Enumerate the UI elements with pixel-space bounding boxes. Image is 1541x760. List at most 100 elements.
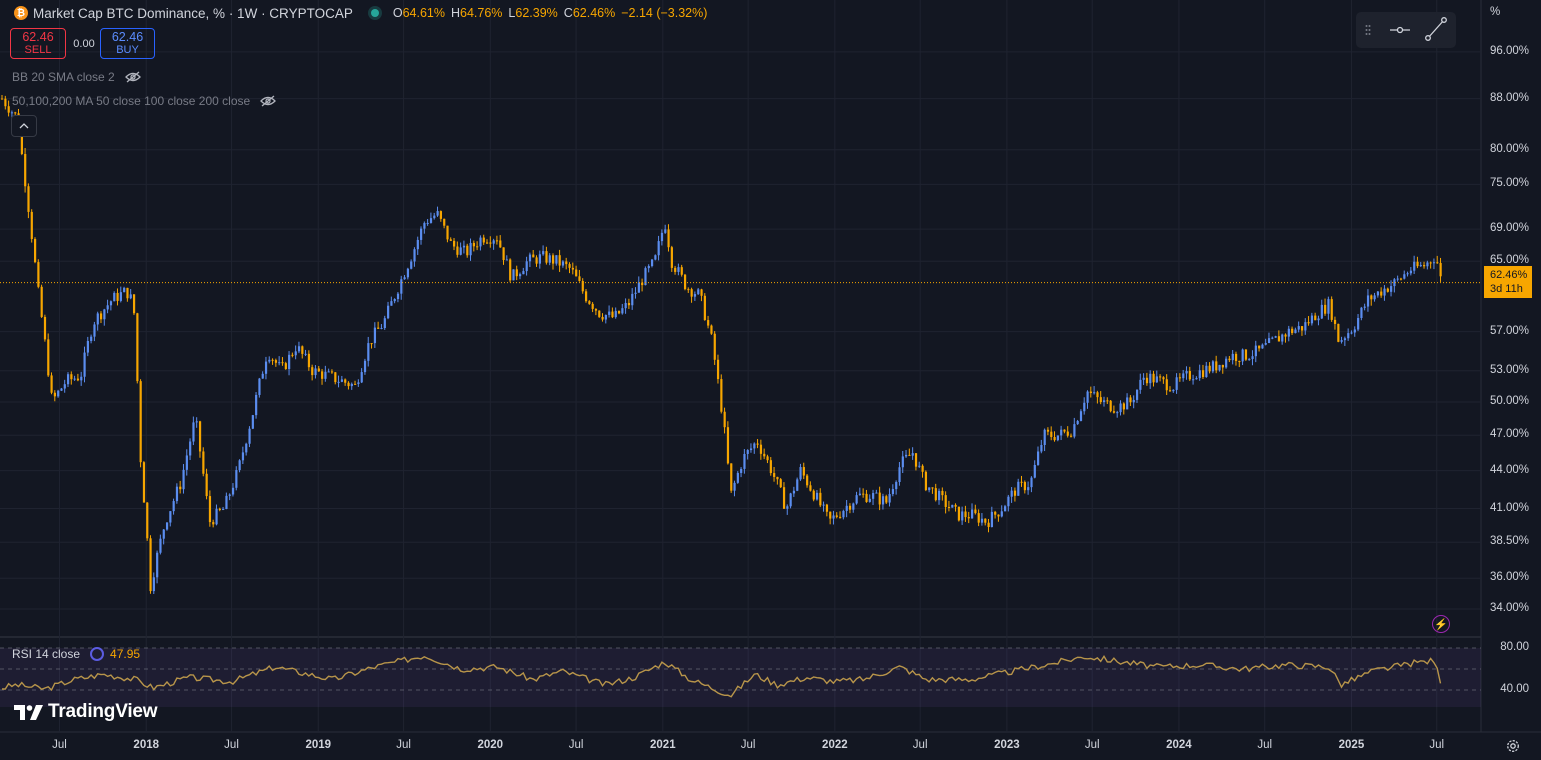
candle-body — [852, 503, 855, 510]
buy-button[interactable]: 62.46 BUY — [100, 28, 155, 59]
symbol-legend[interactable]: ₿ Market Cap BTC Dominance, % · 1W · CRY… — [14, 4, 713, 22]
tradingview-logo[interactable]: TradingView — [14, 701, 158, 723]
candle-body — [43, 316, 47, 340]
candle-body — [472, 242, 476, 247]
tradingview-logo-icon — [14, 705, 43, 720]
ma-indicator-legend[interactable]: 50,100,200 MA 50 close 100 close 200 clo… — [12, 94, 277, 108]
candle-body — [588, 301, 591, 304]
candle-body — [650, 259, 654, 267]
candle-body — [139, 381, 142, 463]
candle-body — [776, 476, 779, 480]
candle-body — [1264, 343, 1267, 345]
eye-off-icon[interactable] — [124, 71, 141, 83]
candle-body — [1010, 490, 1013, 497]
candle-body — [756, 443, 759, 445]
candle-body — [621, 308, 624, 314]
drag-handle-icon[interactable] — [1365, 24, 1371, 36]
price-label: 69.00% — [1489, 222, 1529, 235]
price-label: 96.00% — [1489, 44, 1529, 57]
candle-body — [274, 360, 278, 363]
candle-body — [119, 292, 122, 301]
candle-body — [865, 493, 868, 502]
ohlc-key-o: O — [392, 6, 403, 20]
candle-body — [354, 383, 357, 385]
candle-body — [746, 450, 749, 454]
candle-body — [489, 242, 492, 244]
sell-button[interactable]: 62.46 SELL — [10, 28, 66, 59]
candle-body — [934, 488, 937, 501]
rsi-label: RSI 14 close — [12, 647, 81, 661]
candle-body — [383, 318, 386, 328]
price-axis-unit[interactable]: % — [1490, 6, 1501, 18]
lightning-icon[interactable]: ⚡ — [1432, 615, 1450, 633]
candle-body — [1053, 437, 1056, 441]
candle-body — [1429, 262, 1432, 264]
bb-indicator-legend[interactable]: BB 20 SMA close 2 — [12, 70, 141, 84]
candle-body — [258, 378, 261, 395]
candle-body — [1314, 315, 1317, 321]
trend-line-icon[interactable] — [1424, 16, 1448, 42]
candle-body — [710, 325, 713, 334]
horizontal-ray-icon[interactable] — [1388, 22, 1412, 38]
candle-body — [93, 324, 96, 337]
candle-body — [1069, 435, 1073, 437]
rsi-legend[interactable]: RSI 14 close 47.95 — [12, 647, 140, 661]
chevron-up-icon — [19, 123, 29, 129]
candle-body — [835, 515, 838, 517]
candle-body — [215, 508, 218, 525]
candle-body — [96, 313, 99, 325]
candle-body — [1076, 420, 1079, 425]
candle-body — [459, 247, 462, 255]
gear-icon[interactable] — [1506, 739, 1520, 753]
candle-body — [373, 327, 377, 344]
candle-body — [878, 492, 881, 505]
candle-body — [842, 510, 845, 518]
candle-body — [1291, 328, 1294, 334]
candle-body — [1396, 278, 1399, 280]
candle-body — [165, 522, 169, 530]
candle-body — [1376, 291, 1380, 296]
candle-body — [238, 460, 241, 471]
candle-body — [1284, 334, 1287, 337]
rsi-settings-icon[interactable] — [90, 647, 105, 661]
ohlc-value-h: 64.76% — [460, 6, 503, 20]
candle-body — [779, 479, 782, 488]
time-label: Jul — [568, 739, 584, 751]
candle-body — [532, 254, 535, 258]
candle-body — [743, 453, 746, 469]
candle-body — [683, 274, 687, 290]
candle-body — [1297, 326, 1300, 330]
candle-body — [1168, 390, 1172, 392]
rsi-pane — [0, 647, 1481, 707]
candle-body — [109, 301, 113, 306]
ohlc-values: O64.61% H64.76% L62.39% C62.46% −2.14 (−3.32… — [393, 6, 714, 20]
candle-body — [1188, 371, 1191, 380]
price-label: 65.00% — [1489, 254, 1529, 267]
candle-body — [334, 372, 337, 383]
candle-body — [53, 392, 56, 397]
candle-body — [627, 302, 631, 306]
candle-body — [594, 308, 598, 311]
candle-body — [911, 453, 914, 456]
candle-body — [99, 313, 103, 320]
candle-body — [845, 505, 848, 511]
candle-body — [1231, 353, 1234, 361]
candle-body — [1099, 397, 1102, 403]
candle-body — [1132, 399, 1135, 403]
candle-body — [726, 427, 730, 464]
candle-body — [647, 266, 650, 269]
candle-body — [921, 465, 924, 472]
candle-body — [241, 452, 245, 461]
candle-body — [1172, 389, 1175, 392]
candle-body — [598, 310, 601, 317]
candle-body — [1165, 379, 1168, 391]
candle-body — [1330, 299, 1333, 320]
candle-body — [327, 371, 330, 373]
price-label: 57.00% — [1489, 324, 1529, 337]
time-label: 2024 — [1166, 739, 1192, 751]
collapse-legend-button[interactable] — [11, 115, 37, 137]
eye-off-icon[interactable] — [260, 95, 277, 107]
candle-body — [740, 468, 743, 473]
